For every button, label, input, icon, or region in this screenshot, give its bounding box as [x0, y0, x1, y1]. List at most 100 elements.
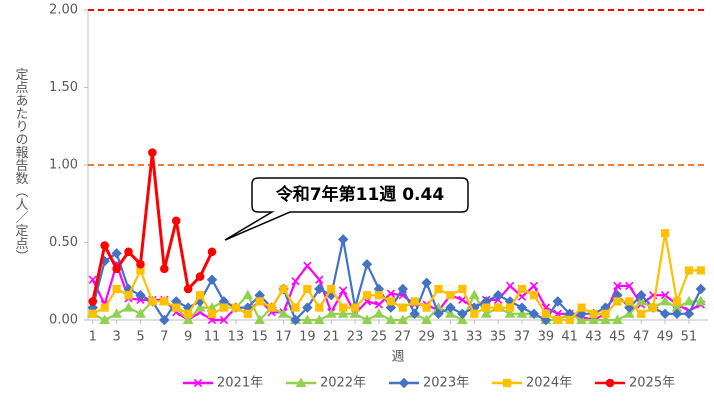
marker: [374, 300, 384, 309]
marker: [159, 314, 170, 326]
marker: [398, 377, 410, 389]
marker: [195, 272, 205, 281]
marker: [588, 314, 599, 324]
x-tick-label: 39: [538, 330, 555, 345]
marker: [171, 216, 181, 226]
marker: [398, 303, 407, 312]
marker: [552, 296, 563, 307]
marker: [502, 378, 512, 388]
marker: [660, 229, 670, 238]
marker: [600, 314, 611, 324]
marker: [315, 303, 324, 312]
marker: [492, 289, 504, 301]
marker: [349, 308, 361, 318]
x-tick-label: 29: [418, 330, 435, 345]
legend-item: 2025年: [595, 376, 675, 391]
marker: [445, 308, 456, 318]
x-tick-label: 11: [204, 330, 221, 345]
marker: [183, 284, 193, 294]
marker: [505, 281, 515, 291]
marker: [505, 303, 515, 312]
x-tick-label: 35: [490, 330, 507, 345]
marker: [577, 303, 586, 312]
marker: [529, 281, 539, 291]
marker: [671, 308, 683, 320]
marker: [194, 302, 206, 312]
marker: [278, 308, 289, 318]
marker: [243, 309, 252, 318]
marker: [182, 314, 194, 324]
y-tick-label: 2.00: [49, 3, 78, 18]
marker: [361, 258, 373, 270]
marker: [434, 284, 443, 294]
marker: [635, 295, 647, 306]
marker: [565, 315, 574, 325]
legend-label: 2024年: [526, 376, 572, 391]
x-tick-label: 47: [633, 330, 650, 345]
marker: [660, 291, 670, 300]
marker: [124, 291, 133, 300]
marker: [99, 314, 111, 324]
marker: [468, 289, 480, 300]
y-axis-label: 定点あたりの報告数（人／定点）: [13, 68, 29, 263]
marker: [100, 303, 109, 312]
marker: [207, 309, 217, 318]
legend-label: 2022年: [320, 376, 366, 391]
marker: [206, 274, 218, 285]
x-tick-label: 27: [394, 330, 411, 345]
marker: [123, 302, 134, 312]
marker: [637, 309, 646, 318]
marker: [625, 297, 634, 306]
marker: [457, 308, 468, 320]
marker: [445, 302, 456, 313]
marker: [337, 308, 349, 318]
marker: [605, 378, 615, 388]
x-tick-label: 21: [323, 330, 340, 345]
marker: [219, 303, 229, 312]
marker: [231, 303, 240, 312]
series: [88, 148, 217, 306]
y-tick-label: 0.50: [49, 235, 78, 250]
marker: [362, 291, 372, 300]
marker: [302, 314, 313, 324]
marker: [529, 291, 539, 300]
marker: [433, 308, 444, 320]
marker: [112, 264, 121, 274]
marker: [295, 377, 307, 387]
marker: [457, 314, 468, 324]
marker: [290, 314, 301, 326]
marker: [386, 297, 395, 306]
marker: [613, 297, 622, 306]
x-tick-label: 1: [89, 330, 97, 345]
marker: [313, 314, 325, 324]
marker: [422, 303, 431, 312]
marker: [111, 248, 122, 259]
marker: [100, 241, 109, 250]
x-tick-label: 3: [112, 330, 120, 345]
marker: [148, 148, 157, 157]
marker: [136, 259, 145, 269]
marker: [683, 308, 695, 320]
marker: [279, 284, 288, 294]
marker: [88, 275, 97, 284]
marker: [315, 275, 324, 284]
marker: [517, 284, 527, 294]
x-tick-label: 13: [228, 330, 245, 345]
marker: [410, 297, 419, 306]
marker: [303, 261, 312, 270]
marker: [160, 297, 169, 306]
x-tick-label: 31: [442, 330, 459, 345]
x-tick-label: 25: [371, 330, 388, 345]
x-tick-label: 5: [136, 330, 144, 345]
marker: [421, 314, 432, 324]
line: [91, 260, 702, 322]
marker: [111, 308, 122, 318]
marker: [470, 309, 479, 318]
marker: [88, 309, 97, 318]
marker: [612, 314, 623, 324]
marker: [649, 303, 658, 312]
marker: [135, 308, 146, 318]
marker: [458, 295, 467, 305]
x-tick-label: 19: [299, 330, 316, 345]
x-tick-label: 37: [514, 330, 531, 345]
